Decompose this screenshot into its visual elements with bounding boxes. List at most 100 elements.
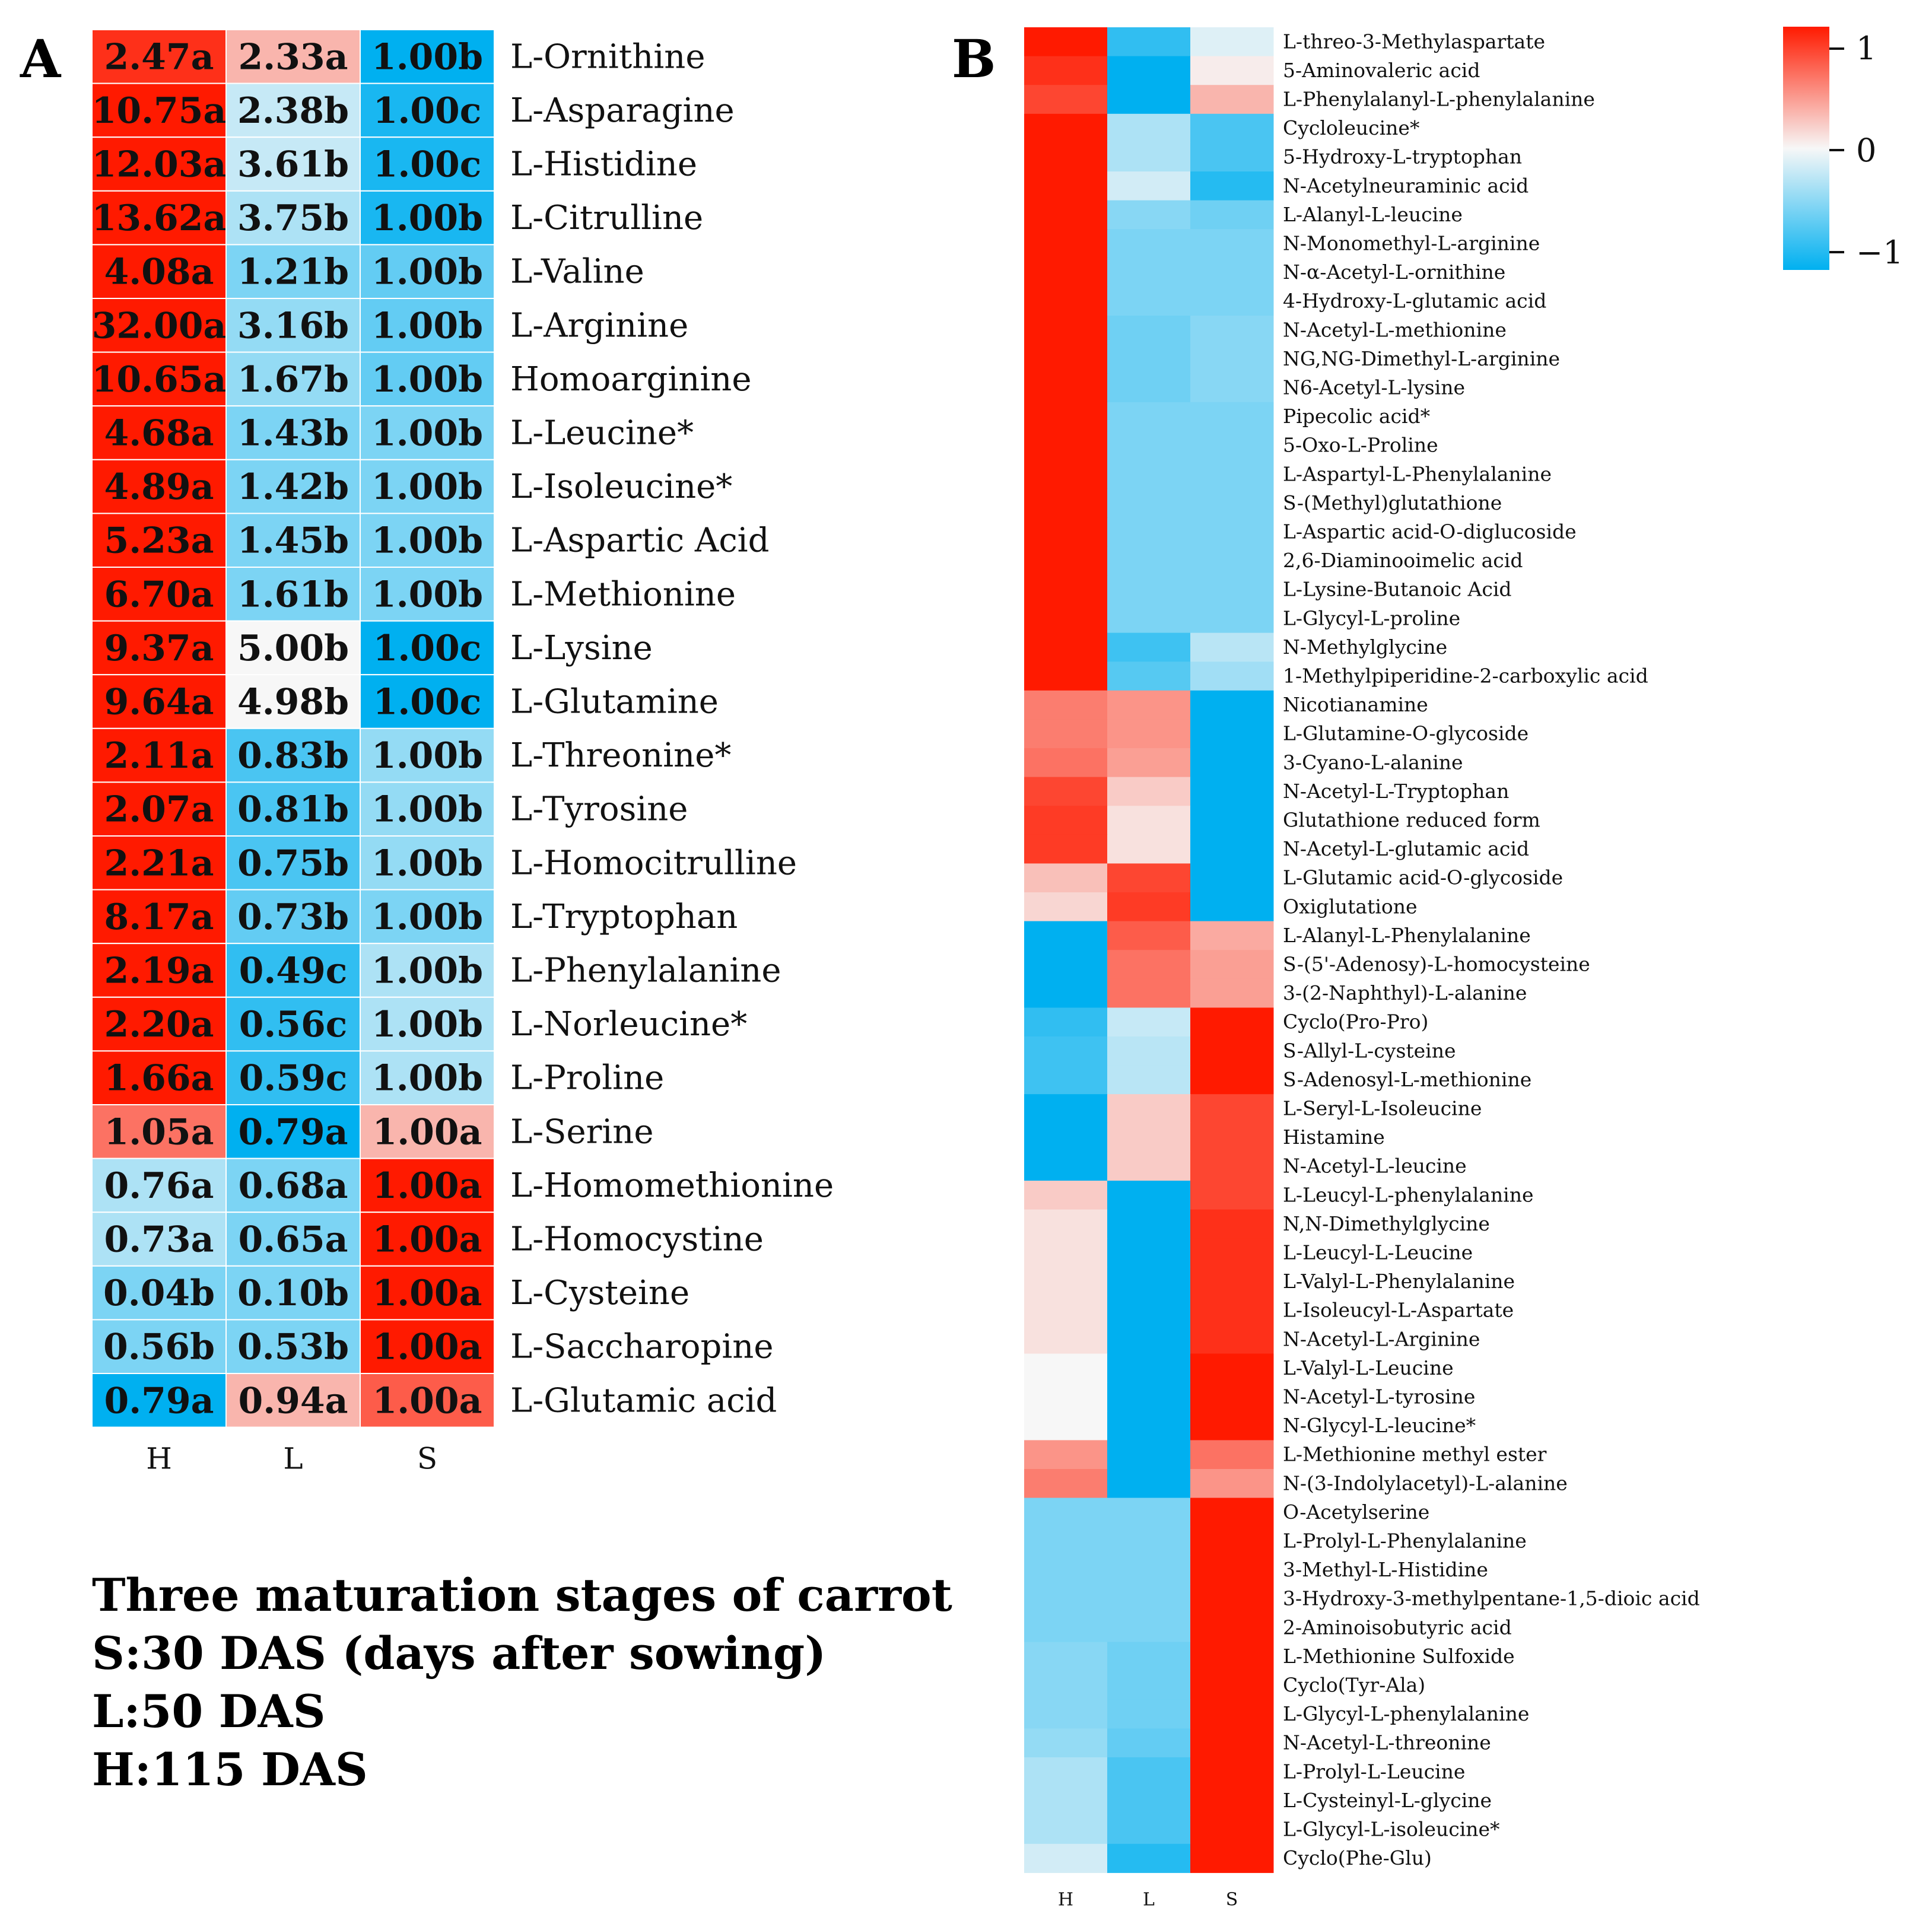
cell-cyclo-phe-glu-h (1024, 1843, 1108, 1873)
cell-l-valyl-l-leucine-s (1190, 1353, 1274, 1383)
cell-l-threo-3-methylaspartate-s (1190, 27, 1274, 57)
row-label-cyclo-pro-pro: Cyclo(Pro-Pro) (1283, 1010, 1428, 1034)
cell-l-valine-l (225, 244, 361, 299)
row-label-l-homocystine: L-Homocystine (510, 1220, 764, 1259)
cell-value-l-serine-h: 1.05a (104, 1111, 214, 1153)
cell-o-acetylserine-l (1107, 1497, 1191, 1527)
row-label-l-glutamic-acid-o-glycoside: L-Glutamic acid-O-glycoside (1283, 866, 1563, 889)
cell-n-acetyl-l-tyrosine-s (1190, 1382, 1274, 1412)
cell-l-valyl-l-phenylalanine-l (1107, 1267, 1191, 1296)
cell-n-acetyl-l-leucine-l (1107, 1152, 1191, 1181)
cell-cycloleucine-s (1190, 113, 1274, 143)
cell-value-l-histidine-l: 3.61b (237, 144, 349, 186)
cell-value-l-saccharopine-s: 1.00a (372, 1327, 482, 1368)
cell-l-threo-3-methylaspartate-h (1024, 27, 1108, 57)
cell-histamine-l (1107, 1123, 1191, 1152)
row-label-l-glycyl-l-phenylalanine: L-Glycyl-L-phenylalanine (1283, 1702, 1529, 1725)
cell-5-aminovaleric-acid-l (1107, 56, 1191, 85)
cell-n-acetyl-l-methionine-h (1024, 316, 1108, 345)
cell-l-methionine-methyl-ester-s (1190, 1440, 1274, 1470)
cell-n-acetyl-l-ornithine-h (1024, 257, 1108, 287)
cell-3-methyl-l-histidine-s (1190, 1555, 1274, 1585)
cell-l-valine-s (360, 244, 495, 299)
row-label-homoarginine: Homoarginine (510, 360, 751, 399)
cell-pipecolic-acid-l (1107, 402, 1191, 431)
column-label-b-s: S (1226, 1889, 1238, 1910)
row-label-l-tyrosine: L-Tyrosine (510, 790, 688, 829)
row-label-s-adenosyl-l-methionine: S-Adenosyl-L-methionine (1283, 1068, 1531, 1091)
cell-value-l-homocystine-l: 0.65a (238, 1219, 348, 1261)
cell-value-l-norleucine-h: 2.20a (104, 1004, 214, 1045)
cell-l-tryptophan-h (91, 889, 227, 945)
cell-ng-ng-dimethyl-l-arginine-h (1024, 344, 1108, 374)
cell-value-l-norleucine-l: 0.56c (239, 1004, 348, 1045)
row-label-l-arginine: L-Arginine (510, 306, 688, 345)
cell-value-l-threonine-h: 2.11a (104, 735, 214, 777)
cell-n-acetyl-l-threonine-l (1107, 1728, 1191, 1758)
row-label-l-methionine-sulfoxide: L-Methionine Sulfoxide (1283, 1645, 1515, 1668)
cell-l-arginine-l (225, 298, 361, 353)
cell-l-alanyl-l-phenylalanine-s (1190, 921, 1274, 950)
cell-l-leucine-h (91, 405, 227, 460)
cell-value-l-isoleucine-s: 1.00b (371, 466, 483, 508)
cell-4-hydroxy-l-glutamic-acid-h (1024, 287, 1108, 316)
row-label-n-acetyl-l-tyrosine: N-Acetyl-L-tyrosine (1283, 1385, 1475, 1408)
row-label-l-glutamic-acid: L-Glutamic acid (510, 1381, 777, 1420)
cell-l-norleucine-l (225, 996, 361, 1052)
cell-value-l-lysine-l: 5.00b (237, 628, 349, 669)
row-label-l-methionine-methyl-ester: L-Methionine methyl ester (1283, 1443, 1547, 1466)
cell-5-hydroxy-l-tryptophan-h (1024, 142, 1108, 172)
column-label-b-h: H (1058, 1889, 1073, 1910)
row-label-3-2-naphthyl-l-alanine: 3-(2-Naphthyl)-L-alanine (1283, 981, 1527, 1004)
cell-s-allyl-l-cysteine-s (1190, 1036, 1274, 1066)
cell-n-acetyl-l-glutamic-acid-h (1024, 834, 1108, 864)
column-label-a-l: L (283, 1442, 303, 1476)
cell-value-l-proline-l: 0.59c (239, 1058, 348, 1099)
cell-l-aspartyl-l-phenylalanine-h (1024, 460, 1108, 489)
cell-value-l-proline-s: 1.00b (371, 1058, 483, 1099)
cell-value-l-aspartic-acid-s: 1.00b (371, 520, 483, 562)
cell-2-6-diaminooimelic-acid-l (1107, 546, 1191, 575)
row-label-3-cyano-l-alanine: 3-Cyano-L-alanine (1283, 751, 1463, 774)
cell-value-l-asparagine-l: 2.38b (237, 90, 349, 132)
cell-n-acetyl-l-arginine-h (1024, 1325, 1108, 1354)
cell-value-l-glutamic-acid-s: 1.00a (372, 1380, 482, 1422)
cell-n-acetyl-l-glutamic-acid-s (1190, 834, 1274, 864)
cell-l-isoleucine-s (360, 459, 495, 514)
row-label-l-seryl-l-isoleucine: L-Seryl-L-Isoleucine (1283, 1097, 1482, 1120)
cell-n6-acetyl-l-lysine-h (1024, 373, 1108, 403)
caption-line-3: L:50 DAS (92, 1685, 325, 1738)
cell-l-phenylalanine-s (360, 943, 495, 998)
cell-l-glutamine-o-glycoside-l (1107, 719, 1191, 749)
cell-l-saccharopine-h (91, 1319, 227, 1374)
cell-l-seryl-l-isoleucine-s (1190, 1094, 1274, 1124)
cell-value-l-arginine-s: 1.00b (371, 305, 483, 346)
cell-value-l-glutamic-acid-h: 0.79a (104, 1380, 214, 1422)
cell-value-l-homomethionine-l: 0.68a (238, 1165, 348, 1207)
cell-value-l-lysine-s: 1.00c (373, 628, 482, 669)
cell-l-isoleucyl-l-aspartate-h (1024, 1296, 1108, 1325)
cell-n-acetyl-l-leucine-s (1190, 1152, 1274, 1181)
cell-value-l-leucine-s: 1.00b (371, 413, 483, 454)
cell-l-lysine-butanoic-acid-s (1190, 575, 1274, 605)
row-label-n-acetyl-l-methionine: N-Acetyl-L-methionine (1283, 318, 1507, 341)
row-label-n-monomethyl-l-arginine: N-Monomethyl-L-arginine (1283, 232, 1540, 255)
panel-label-b: B (952, 28, 996, 90)
row-label-l-methionine: L-Methionine (510, 575, 736, 613)
cell-value-l-valine-l: 1.21b (237, 252, 349, 293)
cell-l-threonine-s (360, 727, 495, 783)
cell-l-aspartyl-l-phenylalanine-l (1107, 460, 1191, 489)
row-label-l-prolyl-l-phenylalanine: L-Prolyl-L-Phenylalanine (1283, 1530, 1527, 1553)
cell-value-l-citrulline-s: 1.00b (371, 198, 483, 239)
cell-value-l-homocystine-s: 1.00a (372, 1219, 482, 1261)
cell-5-hydroxy-l-tryptophan-s (1190, 142, 1274, 172)
cell-cycloleucine-l (1107, 113, 1191, 143)
cell-l-saccharopine-s (360, 1319, 495, 1374)
cell-n-acetyl-l-arginine-l (1107, 1325, 1191, 1354)
cell-l-glutamic-acid-o-glycoside-h (1024, 863, 1108, 893)
cell-value-l-saccharopine-l: 0.53b (237, 1327, 349, 1368)
row-label-l-aspartic-acid-o-diglucoside: L-Aspartic acid-O-diglucoside (1283, 520, 1577, 543)
cell-l-cysteine-h (91, 1265, 227, 1321)
cell-2-aminoisobutyric-acid-l (1107, 1613, 1191, 1643)
row-label-l-lysine: L-Lysine (510, 629, 653, 667)
